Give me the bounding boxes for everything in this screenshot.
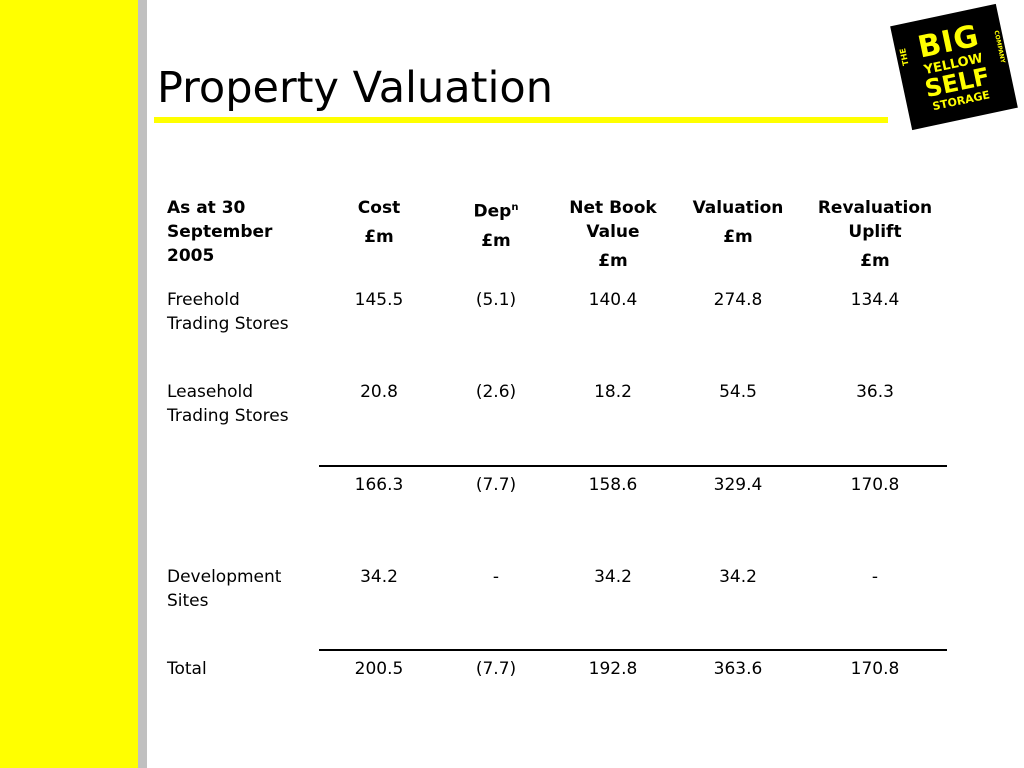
- row-development-label-line-1: Development: [167, 567, 282, 587]
- row-freehold-cost: 145.5: [354, 290, 404, 310]
- logo-the-text: THE: [898, 47, 911, 67]
- row-leasehold-label: Leasehold Trading Stores: [167, 380, 317, 428]
- header-dep-superscript: n: [511, 202, 519, 213]
- big-yellow-self-storage-logo: THE BIG YELLOW SELF STORAGE COMPANY: [890, 3, 1018, 131]
- header-as-at-line-3: 2005: [167, 246, 215, 266]
- row-leasehold-nbv: 18.2: [594, 382, 632, 402]
- row-development-label: Development Sites: [167, 565, 317, 613]
- header-as-at-line-2: September: [167, 222, 273, 242]
- row-total-valuation: 363.6: [713, 659, 763, 679]
- header-dep-title: Depn: [446, 196, 546, 224]
- row-total-dep: (7.7): [475, 659, 517, 679]
- row-freehold-dep: (5.1): [475, 290, 517, 310]
- header-cost: Cost £m: [329, 196, 429, 249]
- row-development-nbv: 34.2: [594, 567, 632, 587]
- header-cost-unit: £m: [364, 227, 394, 247]
- row-subtotal-cost: 166.3: [354, 475, 404, 495]
- header-nbv-line-1: Net Book: [569, 198, 657, 218]
- header-as-at-line-1: As at 30: [167, 198, 246, 218]
- header-revaluation-uplift: Revaluation Uplift £m: [800, 196, 950, 273]
- header-uplift-line-2: Uplift: [848, 222, 902, 242]
- header-cost-title: Cost: [357, 198, 401, 218]
- row-development-dep: -: [492, 567, 500, 587]
- row-total-nbv: 192.8: [588, 659, 638, 679]
- header-depreciation: Depn £m: [446, 196, 546, 253]
- row-leasehold-uplift: 36.3: [856, 382, 894, 402]
- row-subtotal-uplift: 170.8: [850, 475, 900, 495]
- header-valuation-unit: £m: [723, 227, 753, 247]
- row-subtotal-nbv: 158.6: [588, 475, 638, 495]
- row-total-label: Total: [167, 659, 207, 679]
- row-freehold-uplift: 134.4: [850, 290, 900, 310]
- title-underline: [154, 117, 888, 123]
- row-leasehold-valuation: 54.5: [719, 382, 757, 402]
- header-dep-word: Dep: [473, 201, 512, 222]
- row-freehold-nbv: 140.4: [588, 290, 638, 310]
- header-nbv-unit: £m: [598, 251, 628, 271]
- slide-title: Property Valuation: [157, 63, 553, 113]
- header-dep-unit: £m: [481, 230, 511, 251]
- row-leasehold-dep: (2.6): [475, 382, 517, 402]
- row-leasehold-cost: 20.8: [360, 382, 398, 402]
- row-freehold-label: Freehold Trading Stores: [167, 288, 317, 336]
- row-subtotal-dep: (7.7): [475, 475, 517, 495]
- row-leasehold-label-line-2: Trading Stores: [167, 406, 289, 426]
- header-nbv-line-2: Value: [586, 222, 640, 242]
- header-uplift-line-1: Revaluation: [817, 198, 933, 218]
- row-development-label-line-2: Sites: [167, 591, 209, 611]
- row-freehold-valuation: 274.8: [713, 290, 763, 310]
- row-leasehold-label-line-1: Leasehold: [167, 382, 254, 402]
- row-subtotal-valuation: 329.4: [713, 475, 763, 495]
- header-net-book-value: Net Book Value £m: [553, 196, 673, 273]
- row-development-valuation: 34.2: [719, 567, 757, 587]
- logo-company-text: COMPANY: [992, 29, 1007, 64]
- row-freehold-label-line-1: Freehold: [167, 290, 240, 310]
- row-freehold-label-line-2: Trading Stores: [167, 314, 289, 334]
- row-total-uplift: 170.8: [850, 659, 900, 679]
- total-rule: [319, 649, 947, 651]
- header-as-at: As at 30 September 2005: [167, 196, 307, 268]
- header-valuation-title: Valuation: [692, 198, 784, 218]
- left-grey-band: [138, 0, 147, 768]
- row-development-uplift: -: [871, 567, 879, 587]
- header-uplift-unit: £m: [860, 251, 890, 271]
- left-yellow-band: [0, 0, 138, 768]
- header-valuation: Valuation £m: [678, 196, 798, 249]
- row-development-cost: 34.2: [360, 567, 398, 587]
- subtotal-rule: [319, 465, 947, 467]
- row-total-cost: 200.5: [354, 659, 404, 679]
